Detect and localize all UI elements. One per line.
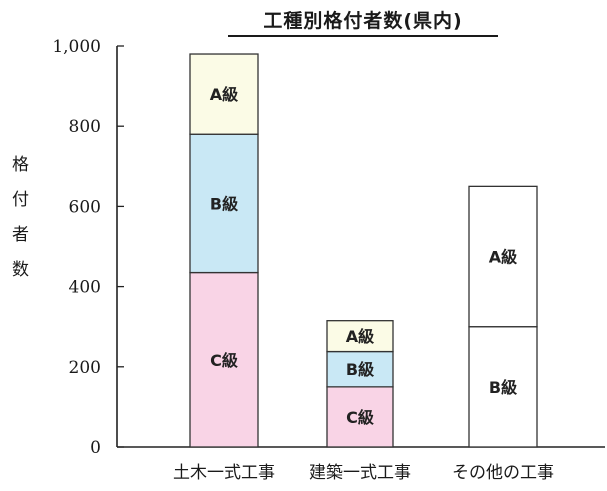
bar-segment-label: A級 [210,85,238,104]
bar-segment-label: C級 [346,408,374,427]
y-tick-label: 800 [69,117,101,137]
y-tick-label: 0 [90,438,101,458]
bar-segment-label: A級 [489,248,517,267]
x-category-label: その他の工事 [452,463,554,483]
bar-segment-label: B級 [346,360,374,379]
bar-segment-label: B級 [210,194,238,213]
y-tick-label: 400 [69,278,101,298]
y-tick-label: 600 [69,197,101,217]
y-tick-label: 200 [69,358,101,378]
bar-segment-label: A級 [346,327,374,346]
bar-segment-label: B級 [489,378,517,397]
x-category-label: 建築一式工事 [309,463,411,483]
x-category-label: 土木一式工事 [173,463,275,483]
y-tick-label: 1,000 [52,37,101,57]
bar-segment-label: C級 [210,351,238,370]
